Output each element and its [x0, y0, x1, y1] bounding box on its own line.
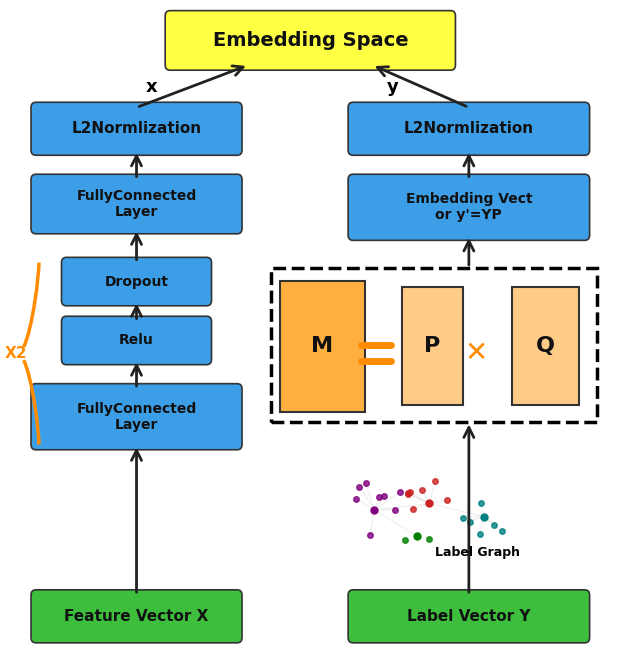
Bar — [402, 288, 463, 405]
FancyBboxPatch shape — [31, 383, 242, 449]
Text: Embedding Vect
or y'=YP: Embedding Vect or y'=YP — [405, 192, 532, 222]
Text: Label Graph: Label Graph — [435, 546, 520, 559]
Text: Feature Vector X: Feature Vector X — [64, 609, 209, 624]
Bar — [512, 288, 578, 405]
Bar — [271, 268, 597, 422]
FancyBboxPatch shape — [31, 590, 242, 643]
Text: L2Normlization: L2Normlization — [404, 121, 534, 136]
FancyBboxPatch shape — [62, 316, 211, 365]
Text: x: x — [146, 77, 158, 96]
Text: M: M — [311, 337, 334, 356]
Text: FullyConnected
Layer: FullyConnected Layer — [77, 189, 197, 219]
Text: Dropout: Dropout — [104, 275, 169, 288]
FancyBboxPatch shape — [62, 257, 211, 306]
FancyBboxPatch shape — [348, 102, 590, 155]
Text: y: y — [387, 77, 399, 96]
Text: X2: X2 — [5, 346, 28, 361]
Text: L2Normlization: L2Normlization — [72, 121, 201, 136]
FancyBboxPatch shape — [31, 174, 242, 234]
FancyBboxPatch shape — [348, 590, 590, 643]
Text: ✕: ✕ — [465, 339, 488, 367]
Text: Embedding Space: Embedding Space — [213, 31, 408, 50]
Text: FullyConnected
Layer: FullyConnected Layer — [77, 402, 197, 432]
FancyBboxPatch shape — [165, 11, 455, 70]
Text: Label Vector Y: Label Vector Y — [407, 609, 531, 624]
Bar — [280, 281, 365, 412]
Text: Relu: Relu — [119, 333, 154, 347]
FancyBboxPatch shape — [31, 102, 242, 155]
FancyBboxPatch shape — [348, 174, 590, 240]
Text: P: P — [424, 337, 441, 356]
Text: Q: Q — [536, 337, 554, 356]
